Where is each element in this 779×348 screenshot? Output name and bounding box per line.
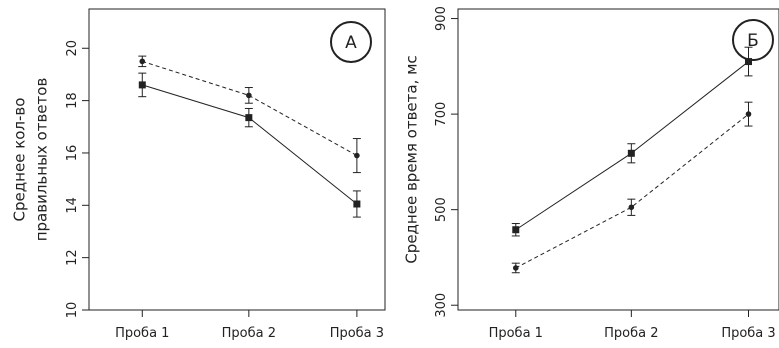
data-point-square (627, 149, 635, 157)
panel-letter: А (345, 33, 357, 53)
data-point-square (245, 114, 253, 122)
panel-b: 300 500 700 900 Проба 1 Проба 2 Проба 3 Среднее… (403, 6, 779, 341)
x-tick-label: Проба 2 (222, 326, 276, 341)
y-tick-label: 14 (65, 197, 80, 214)
plot-frame (88, 8, 386, 311)
y-tick-label: 12 (65, 249, 80, 266)
y-axis-title: правильных ответов (33, 78, 51, 242)
y-tick-label: 18 (65, 92, 80, 109)
data-point-circle (354, 152, 360, 159)
x-tick-label: Проба 1 (115, 326, 169, 341)
y-axis-title: Среднее кол-во (11, 98, 29, 222)
x-tick-label: Проба 2 (604, 326, 658, 341)
data-point-circle (745, 111, 752, 117)
data-point-circle (246, 92, 252, 99)
y-tick-label: 500 (434, 197, 449, 222)
data-point-square (138, 81, 146, 89)
y-tick-label: 20 (65, 40, 80, 57)
data-point-circle (139, 58, 146, 65)
panel-badge (732, 19, 774, 61)
plot-frame (457, 8, 779, 311)
series-line-solid (515, 61, 749, 231)
series-line-dashed (515, 113, 749, 269)
x-tick-label: Проба 3 (330, 326, 384, 341)
series-line-dashed (142, 60, 358, 157)
data-point-square (353, 200, 361, 208)
data-point-circle (512, 265, 519, 271)
y-tick-label: 300 (434, 293, 449, 318)
panel-badge (330, 21, 372, 63)
panel-letter: Б (747, 31, 759, 51)
x-tick-label: Проба 3 (721, 326, 775, 341)
y-axis-title: Среднее время ответа, мс (403, 55, 421, 263)
x-tick-label: Проба 1 (489, 326, 543, 341)
y-tick-label: 700 (434, 102, 449, 127)
data-point-square (745, 58, 753, 66)
y-tick-label: 900 (434, 6, 449, 31)
y-tick-label: 16 (65, 145, 80, 162)
panel-a: 10 12 14 16 18 20 Проба 1 Проба 2 Проба 3 Среднее… (11, 8, 386, 341)
data-point-circle (628, 204, 635, 211)
y-tick-label: 10 (65, 302, 80, 319)
data-point-square (512, 226, 520, 234)
